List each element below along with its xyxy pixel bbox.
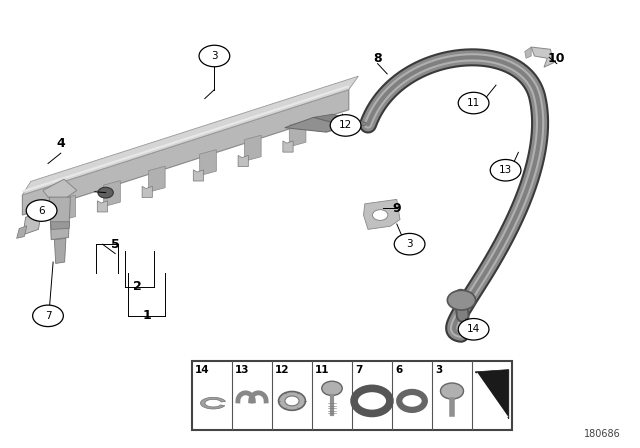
Polygon shape xyxy=(244,135,261,161)
Polygon shape xyxy=(54,238,66,263)
Circle shape xyxy=(440,383,463,399)
Polygon shape xyxy=(52,215,63,226)
Polygon shape xyxy=(314,114,368,126)
Text: 10: 10 xyxy=(548,52,566,65)
Polygon shape xyxy=(104,181,120,207)
Circle shape xyxy=(372,210,388,220)
Circle shape xyxy=(447,290,476,310)
Polygon shape xyxy=(476,370,509,419)
Circle shape xyxy=(458,319,489,340)
Text: 7: 7 xyxy=(355,365,363,375)
Polygon shape xyxy=(17,226,27,238)
Text: 9: 9 xyxy=(392,202,401,215)
Text: 14: 14 xyxy=(467,324,480,334)
Circle shape xyxy=(33,305,63,327)
Text: 2: 2 xyxy=(133,280,142,293)
Polygon shape xyxy=(49,197,70,240)
Text: 3: 3 xyxy=(435,365,442,375)
Polygon shape xyxy=(238,155,248,167)
Text: 6: 6 xyxy=(396,365,403,375)
Text: 7: 7 xyxy=(45,311,51,321)
Circle shape xyxy=(278,392,305,410)
Text: 12: 12 xyxy=(339,121,352,130)
Polygon shape xyxy=(22,85,349,193)
Text: 14: 14 xyxy=(195,365,210,375)
Polygon shape xyxy=(59,195,76,221)
Polygon shape xyxy=(289,121,306,147)
Polygon shape xyxy=(148,166,165,192)
Circle shape xyxy=(285,396,299,406)
Circle shape xyxy=(199,45,230,67)
Circle shape xyxy=(330,115,361,136)
Text: 1: 1 xyxy=(143,309,152,323)
Polygon shape xyxy=(283,141,293,152)
Text: 4: 4 xyxy=(56,137,65,150)
Polygon shape xyxy=(97,201,108,212)
Polygon shape xyxy=(285,117,346,132)
Polygon shape xyxy=(23,211,42,235)
Circle shape xyxy=(394,233,425,255)
Bar xyxy=(192,361,512,430)
Text: 11: 11 xyxy=(467,98,480,108)
Polygon shape xyxy=(364,199,400,229)
Polygon shape xyxy=(22,90,349,215)
Text: 3: 3 xyxy=(406,239,413,249)
Text: 12: 12 xyxy=(275,365,290,375)
Polygon shape xyxy=(22,76,358,195)
Circle shape xyxy=(98,187,113,198)
Text: 180686: 180686 xyxy=(584,429,621,439)
Text: 5: 5 xyxy=(111,237,120,251)
Text: 11: 11 xyxy=(315,365,330,375)
Polygon shape xyxy=(193,170,204,181)
Circle shape xyxy=(322,381,342,396)
Circle shape xyxy=(490,159,521,181)
Polygon shape xyxy=(525,47,531,58)
Polygon shape xyxy=(51,222,70,229)
Text: 6: 6 xyxy=(38,206,45,215)
Text: 3: 3 xyxy=(211,51,218,61)
Text: 13: 13 xyxy=(499,165,512,175)
Polygon shape xyxy=(531,47,554,67)
Polygon shape xyxy=(43,179,77,199)
Circle shape xyxy=(26,200,57,221)
Polygon shape xyxy=(200,150,216,176)
Polygon shape xyxy=(142,186,152,198)
Text: 13: 13 xyxy=(236,365,250,375)
Text: 8: 8 xyxy=(373,52,382,65)
Circle shape xyxy=(458,92,489,114)
Polygon shape xyxy=(200,397,225,409)
